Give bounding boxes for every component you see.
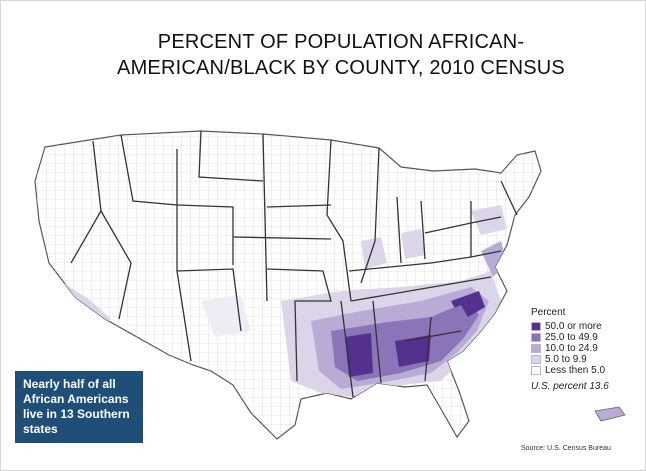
puerto-rico: [594, 406, 626, 422]
legend-item: 50.0 or more: [531, 321, 609, 332]
legend-label: 50.0 or more: [545, 321, 602, 332]
shade-dark-ms: [345, 333, 373, 377]
legend-item: Less then 5.0: [531, 365, 609, 376]
shade-tx-nm: [201, 295, 251, 337]
legend-item: 5.0 to 9.9: [531, 354, 609, 365]
legend-item: 25.0 to 49.9: [531, 332, 609, 343]
callout-box: Nearly half of all African Americans liv…: [15, 371, 143, 443]
legend-swatch: [531, 355, 541, 364]
source-note: Source: U.S. Census Bureau: [521, 445, 611, 452]
us-percent-note: U.S. percent 13.6: [531, 381, 609, 392]
legend: Percent 50.0 or more 25.0 to 49.9 10.0 t…: [531, 307, 609, 392]
legend-label: Less then 5.0: [545, 365, 606, 376]
map-title: PERCENT OF POPULATION AFRICAN-AMERICAN/B…: [117, 31, 565, 79]
shade-sc: [431, 305, 469, 335]
legend-swatch: [531, 366, 541, 375]
shade-dark-al-ga: [395, 335, 431, 367]
legend-label: 5.0 to 9.9: [545, 354, 587, 365]
state-boundaries: [70, 130, 518, 398]
shade-oh: [401, 229, 425, 259]
legend-item: 10.0 to 24.9: [531, 343, 609, 354]
shade-il: [361, 237, 387, 269]
legend-label: 10.0 to 24.9: [545, 343, 598, 354]
legend-label: 25.0 to 49.9: [545, 332, 598, 343]
legend-title: Percent: [531, 307, 566, 318]
legend-swatch: [531, 322, 541, 331]
legend-swatch: [531, 333, 541, 342]
legend-swatch: [531, 344, 541, 353]
